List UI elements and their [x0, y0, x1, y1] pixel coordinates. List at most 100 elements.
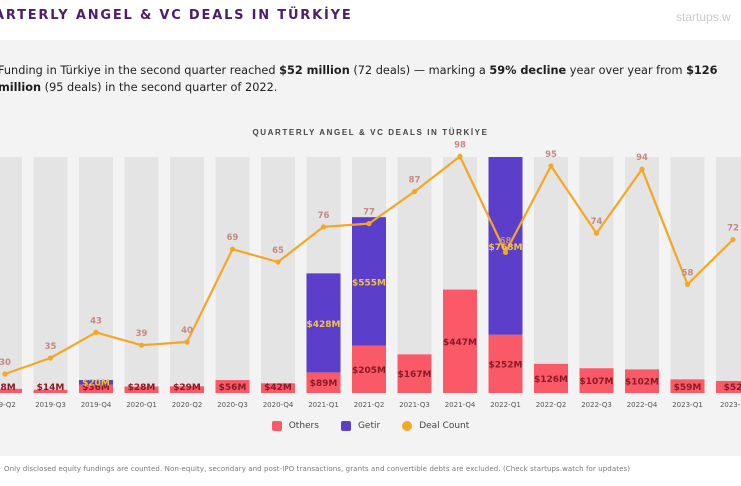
deal-count-point — [138, 342, 145, 348]
bar-others — [579, 368, 614, 393]
deal-count-label: 94 — [636, 153, 648, 163]
bar-others — [397, 354, 432, 393]
legend-item-others[interactable]: Others — [271, 421, 319, 431]
summary-text-part: year over year from — [566, 64, 687, 77]
x-tick-label: 2020-Q4 — [263, 401, 294, 409]
chart-legend: Others Getir Deal Count — [0, 421, 741, 431]
summary-text-part: (95 deals) in the second quarter of 2022… — [41, 81, 278, 94]
x-tick-label: 2020-Q3 — [217, 401, 248, 409]
x-tick-label: 2021-Q1 — [308, 401, 339, 409]
deal-count-label: 69 — [227, 233, 239, 243]
bar-label-others: $89M — [310, 379, 338, 389]
legend-label-others: Others — [288, 421, 319, 431]
x-tick-label: 2020-Q2 — [172, 401, 203, 409]
column-background — [33, 157, 68, 393]
bar-others — [306, 372, 341, 393]
deal-count-label: 58 — [682, 268, 694, 278]
deal-count-label: 72 — [727, 224, 739, 234]
legend-item-deal-count[interactable]: Deal Count — [402, 421, 469, 431]
bar-getir — [79, 380, 113, 385]
deal-count-label: 35 — [45, 342, 57, 352]
bar-label-others: $205M — [352, 366, 386, 376]
bar-others — [79, 384, 113, 393]
deal-count-point — [593, 230, 600, 236]
bar-others — [33, 389, 68, 393]
bar-others — [261, 383, 295, 393]
bar-label-others: $52 — [724, 383, 741, 393]
bar-others — [670, 379, 705, 393]
column-background — [397, 157, 432, 393]
x-tick-label: 2019-Q4 — [81, 401, 112, 409]
column-background — [670, 157, 705, 393]
bar-label-others: $107M — [579, 377, 613, 387]
legend-swatch-others — [271, 421, 282, 431]
summary-text: Funding in Türkiye in the second quarter… — [0, 62, 738, 96]
x-tick-label: 2021-Q2 — [354, 401, 385, 409]
bar-label-others: $252M — [488, 360, 522, 370]
column-background — [261, 157, 295, 393]
summary-highlight: $126 — [686, 64, 718, 77]
legend-item-getir[interactable]: Getir — [340, 421, 381, 431]
x-tick-label: 2022-Q4 — [627, 401, 658, 409]
bar-label-others: $29M — [173, 383, 201, 393]
bar-others — [352, 345, 386, 393]
bar-others — [215, 380, 250, 393]
x-tick-label: 19-Q2 — [0, 401, 16, 409]
bar-label-getir: $20M — [82, 378, 110, 388]
summary-highlight: million — [0, 81, 42, 94]
bar-label-others: $59M — [674, 383, 702, 393]
summary-highlight: $52 million — [279, 64, 350, 77]
bar-label-others: $14M — [37, 383, 65, 393]
x-tick-label: 2023-Q — [720, 401, 741, 409]
column-background — [124, 157, 159, 393]
bar-others — [716, 380, 741, 393]
deal-count-point — [184, 339, 190, 345]
deal-count-label: 68 — [500, 236, 512, 246]
bar-others — [0, 388, 22, 393]
bar-label-getir: $428M — [306, 320, 340, 330]
bar-getir — [488, 157, 523, 335]
legend-swatch-getir — [340, 421, 351, 431]
bar-label-others: $102M — [625, 378, 659, 388]
bar-getir — [352, 217, 386, 346]
column-background — [579, 157, 614, 393]
deal-count-label: 98 — [454, 140, 466, 150]
column-background — [215, 157, 250, 393]
x-tick-label: 2021-Q3 — [399, 401, 430, 409]
column-background — [534, 157, 568, 393]
column-background — [625, 157, 659, 393]
x-tick-label: 2022-Q3 — [581, 401, 612, 409]
deal-count-point — [47, 355, 54, 361]
deal-count-point — [320, 224, 327, 230]
x-tick-label: 2022-Q2 — [536, 401, 567, 409]
bar-label-others: $167M — [397, 370, 431, 380]
deal-count-point — [275, 259, 281, 265]
bar-label-others: $56M — [219, 383, 247, 393]
bar-label-others: $28M — [128, 383, 156, 393]
deal-count-label: 76 — [318, 211, 330, 221]
deal-count-point — [457, 153, 463, 159]
bar-others — [534, 363, 568, 393]
deal-count-label: 77 — [363, 208, 375, 218]
deal-count-point — [93, 329, 99, 335]
bar-label-getir: $768M — [488, 243, 522, 253]
deal-count-point — [730, 237, 736, 243]
deal-count-label: 40 — [181, 326, 193, 336]
bar-others — [488, 334, 523, 393]
bar-label-others: $447M — [443, 338, 477, 348]
legend-label-deal-count: Deal Count — [419, 421, 470, 431]
bar-label-others: 18M — [0, 383, 16, 393]
deal-count-label: 30 — [0, 358, 11, 368]
deal-count-point — [502, 249, 509, 255]
bar-others — [443, 289, 477, 393]
bar-getir — [306, 273, 341, 373]
bar-others — [170, 386, 204, 393]
legend-label-getir: Getir — [357, 421, 381, 431]
bar-label-getir: $555M — [352, 278, 386, 288]
summary-highlight: 59% decline — [489, 64, 567, 77]
bar-label-others: $36M — [82, 383, 110, 393]
deal-count-point — [548, 163, 554, 169]
footnote: Only disclosed equity fundings are count… — [4, 465, 631, 473]
deal-count-point — [366, 221, 372, 227]
